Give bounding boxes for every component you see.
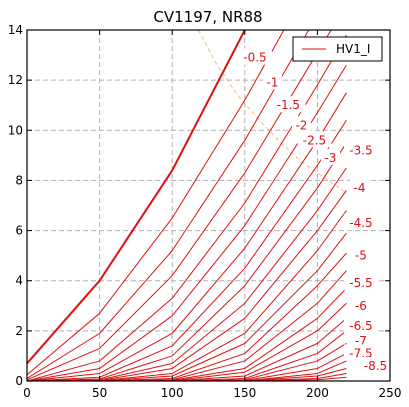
y-tick-label-3: 6 — [15, 224, 23, 238]
series-line-14 — [27, 270, 347, 381]
curve-label-bg-5 — [320, 148, 340, 165]
curve-label-9: -5 — [355, 249, 367, 263]
curve-label-bg-2 — [271, 96, 306, 113]
x-tick-label-5: 250 — [379, 386, 402, 400]
curve-label-7: -4 — [354, 181, 366, 195]
series-line-16 — [27, 302, 347, 381]
legend: HV1_I — [292, 36, 383, 62]
x-tick-label-4: 200 — [306, 386, 329, 400]
curve-label-bg-14 — [343, 344, 378, 361]
y-tick-label-4: 8 — [15, 173, 23, 187]
chart-title: CV1197, NR88 — [153, 8, 262, 26]
series-line-13 — [27, 252, 347, 381]
series-line-23 — [27, 372, 347, 381]
series-line-22 — [27, 367, 347, 381]
curve-label-0: -0.5 — [243, 51, 266, 65]
series-line-12 — [27, 232, 347, 381]
series-line-24 — [27, 376, 347, 381]
curve-label-bg-8 — [343, 214, 378, 231]
series-line-5 — [27, 64, 347, 381]
curve-label-bg-12 — [343, 316, 378, 333]
curve-label-5: -3 — [324, 151, 336, 165]
series-line-4 — [27, 34, 347, 381]
series-line-21 — [27, 360, 347, 381]
curve-label-8: -4.5 — [349, 216, 372, 230]
x-tick-label-2: 100 — [161, 386, 184, 400]
series-line-8 — [27, 142, 347, 381]
grid-lines — [27, 30, 390, 381]
curve-label-bg-4 — [297, 131, 332, 148]
dissipation-curve — [197, 30, 347, 194]
curve-label-1: -1 — [266, 76, 278, 90]
series-line-15 — [27, 287, 347, 381]
curve-label-bg-11 — [351, 296, 371, 313]
curve-label-bg-0 — [237, 48, 272, 65]
curve-labels: -0.5-1 -1.5 -2-2.5 -3 -3.5 -4 -4.5 -5 -5.5 -6 -6.5… — [237, 48, 393, 373]
series-line-2 — [27, 30, 310, 379]
curve-label-11: -6 — [355, 299, 367, 313]
axis-ticks: 0 50 100 150 200 250 0 2 4 6 8 10 12 14 — [8, 23, 402, 400]
curve-label-3: -2 — [295, 118, 307, 132]
curve-label-10: -5.5 — [349, 276, 372, 290]
plot-frame — [26, 29, 391, 382]
curve-label-13: -7 — [355, 334, 367, 348]
y-tick-label-5: 10 — [8, 123, 23, 137]
curve-label-4: -2.5 — [303, 133, 326, 147]
y-tick-label-0: 0 — [15, 374, 23, 388]
y-tick-label-7: 14 — [8, 23, 23, 37]
series-line-18 — [27, 330, 347, 381]
legend-label: HV1_I — [336, 42, 370, 56]
curve-label-6: -3.5 — [349, 143, 372, 157]
curve-label-bg-1 — [262, 73, 282, 90]
x-tick-label-0: 0 — [23, 386, 31, 400]
curve-label-bg-9 — [351, 246, 371, 263]
y-tick-label-1: 2 — [15, 324, 23, 338]
curve-label-14: -7.5 — [349, 346, 372, 360]
series-line-0 — [27, 30, 246, 365]
series-line-17 — [27, 317, 347, 381]
curve-label-2: -1.5 — [277, 98, 300, 112]
y-tick-label-2: 4 — [15, 274, 23, 288]
curve-label-bg-7 — [350, 178, 370, 195]
curve-label-bg-13 — [351, 331, 371, 348]
curve-label-bg-10 — [343, 274, 378, 291]
y-tick-label-6: 12 — [8, 73, 23, 87]
curve-label-bg-3 — [291, 116, 311, 133]
curve-label-12: -6.5 — [349, 319, 372, 333]
curve-label-15: -8.5 — [364, 359, 387, 373]
x-tick-label-1: 50 — [92, 386, 107, 400]
curve-label-bg-6 — [343, 141, 378, 158]
curve-label-bg-15 — [358, 356, 393, 373]
x-tick-label-3: 150 — [233, 386, 256, 400]
